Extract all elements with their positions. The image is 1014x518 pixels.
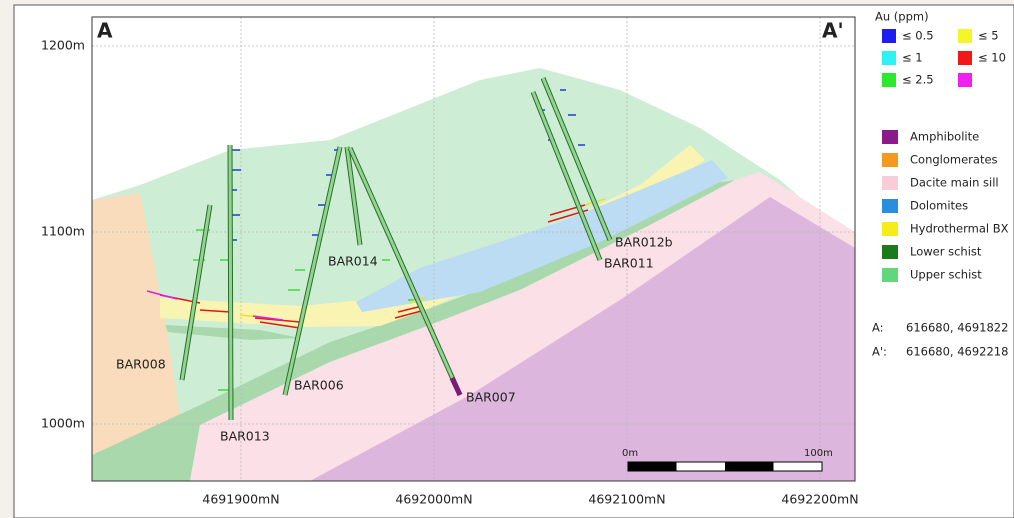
drillhole-core xyxy=(180,204,212,381)
x-label: 4691900mN xyxy=(202,492,279,507)
legend-label: Hydrothermal BX xyxy=(910,222,1009,236)
legend-swatch xyxy=(882,176,898,190)
legend-swatch xyxy=(958,51,972,65)
drillhole-label: BAR012b xyxy=(615,235,673,250)
legend-label: Dolomites xyxy=(910,199,968,213)
scale-start: 0m xyxy=(622,448,638,459)
drillhole-label: BAR011 xyxy=(604,256,654,271)
scale-end: 100m xyxy=(804,448,833,459)
coordinate-value: 616680, 4692218 xyxy=(906,345,1008,359)
x-label: 4692200mN xyxy=(781,492,858,507)
au-top xyxy=(146,290,284,321)
drillhole-core xyxy=(348,147,462,396)
legend-swatch xyxy=(882,153,898,167)
legend-swatch xyxy=(882,73,896,87)
scale-segment xyxy=(725,462,774,471)
legend-label: ≤ 1 xyxy=(902,51,923,65)
legend-label: ≤ 2.5 xyxy=(902,73,934,87)
legend-label: Dacite main sill xyxy=(910,176,999,190)
legend-label: Lower schist xyxy=(910,245,982,259)
drillhole-label: BAR014 xyxy=(328,254,378,269)
section-end: A' xyxy=(822,19,844,43)
y-label: 1200m xyxy=(41,38,85,53)
legend-swatch xyxy=(958,29,972,43)
plot-frame xyxy=(91,16,856,482)
drillhole-label: BAR013 xyxy=(220,429,270,444)
scale-segment xyxy=(628,462,677,471)
x-label: 4692000mN xyxy=(395,492,472,507)
legend-label: ≤ 0.5 xyxy=(902,29,934,43)
coordinate-value: 616680, 4691822 xyxy=(906,321,1008,335)
drillhole-core xyxy=(345,146,362,246)
scale-bar: 0m 100m xyxy=(622,448,833,472)
legend-label: Conglomerates xyxy=(910,153,998,167)
legend-swatch xyxy=(882,130,898,144)
drillhole-label: BAR006 xyxy=(294,378,344,393)
legend-label: ≤ 10 xyxy=(978,51,1006,65)
conglomerates xyxy=(92,193,190,481)
section-start: A xyxy=(97,19,113,43)
coordinate-label: A': xyxy=(872,345,887,359)
assay-bars xyxy=(146,89,606,391)
legend-swatch xyxy=(882,222,898,236)
y-label: 1100m xyxy=(41,224,85,239)
legend-swatch xyxy=(882,245,898,259)
legend-swatch xyxy=(958,73,972,87)
legend-title: Au (ppm) xyxy=(875,10,929,24)
dolomites xyxy=(356,160,728,312)
drillhole-end xyxy=(449,376,463,397)
legend-label: ≤ 5 xyxy=(978,29,999,43)
legend-swatch xyxy=(882,51,896,65)
amphibolite xyxy=(310,197,855,481)
drillhole-core xyxy=(228,144,233,421)
drillhole-core xyxy=(541,77,612,241)
lower-schist xyxy=(92,180,735,481)
y-label: 1000m xyxy=(41,416,85,431)
x-label: 4692100mN xyxy=(588,492,665,507)
legend-label: Upper schist xyxy=(910,268,982,282)
legend-swatch xyxy=(882,268,898,282)
drillhole-label: BAR008 xyxy=(116,357,166,372)
coordinate-label: A: xyxy=(872,321,884,335)
legend-swatch xyxy=(882,29,896,43)
drillhole-label: BAR007 xyxy=(466,390,516,405)
legend: Au (ppm) ≤ 0.5 ≤ 1 ≤ 2.5 ≤ 5 ≤ 10 Amphib… xyxy=(872,10,1009,359)
grid xyxy=(92,17,855,481)
legend-label: Amphibolite xyxy=(910,130,979,144)
drillhole-core xyxy=(283,146,342,396)
drillholes xyxy=(179,77,613,421)
drillhole-core xyxy=(531,91,602,261)
legend-swatch xyxy=(882,199,898,213)
geology xyxy=(92,68,855,481)
